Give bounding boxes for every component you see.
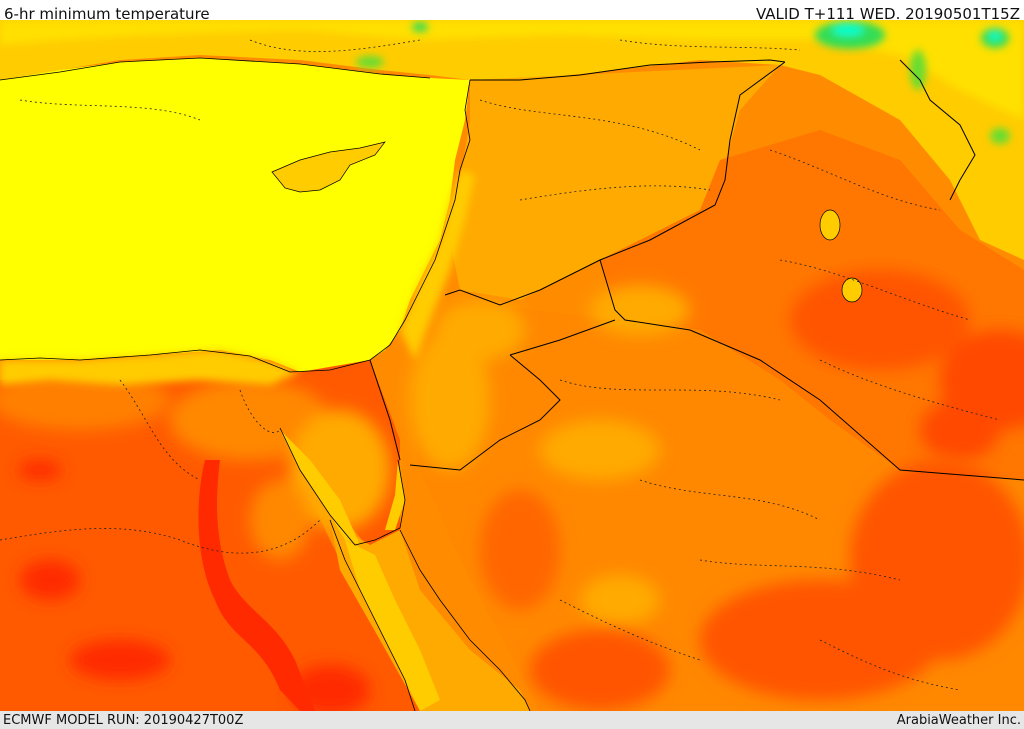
map-title: 6-hr minimum temperature [4,5,210,23]
gulf-of-aqaba [385,460,405,530]
temperature-map [0,20,1024,711]
levant-coastal-strip [400,170,475,360]
syria-field [450,65,780,300]
model-run-label: ECMWF MODEL RUN: 20190427T00Z [3,713,244,728]
red-sea-core [345,540,440,711]
country-borders [369,59,1024,481]
lake-tharthar [819,209,841,241]
cyprus [271,141,386,193]
plateau-hot-patches [480,460,1024,710]
valid-time-label: VALID T+111 WED. 20190501T15Z [755,5,1020,23]
egypt-coastal-strip [0,350,300,385]
mediterranean-sea [0,58,470,372]
coastlines [0,57,531,711]
iraq-hot-patches [790,270,1024,460]
province-borders [0,39,1001,691]
nile-valley [198,460,315,711]
lake-milh [841,277,863,303]
plateau-light-patches [410,285,690,625]
credit-label: ArabiaWeather Inc. [896,713,1021,728]
footer-bar [0,711,1024,729]
northern-light-zone [0,20,1024,120]
cool-pockets [252,21,1010,144]
gulf-of-suez [280,430,360,545]
header-bar [0,0,1024,20]
